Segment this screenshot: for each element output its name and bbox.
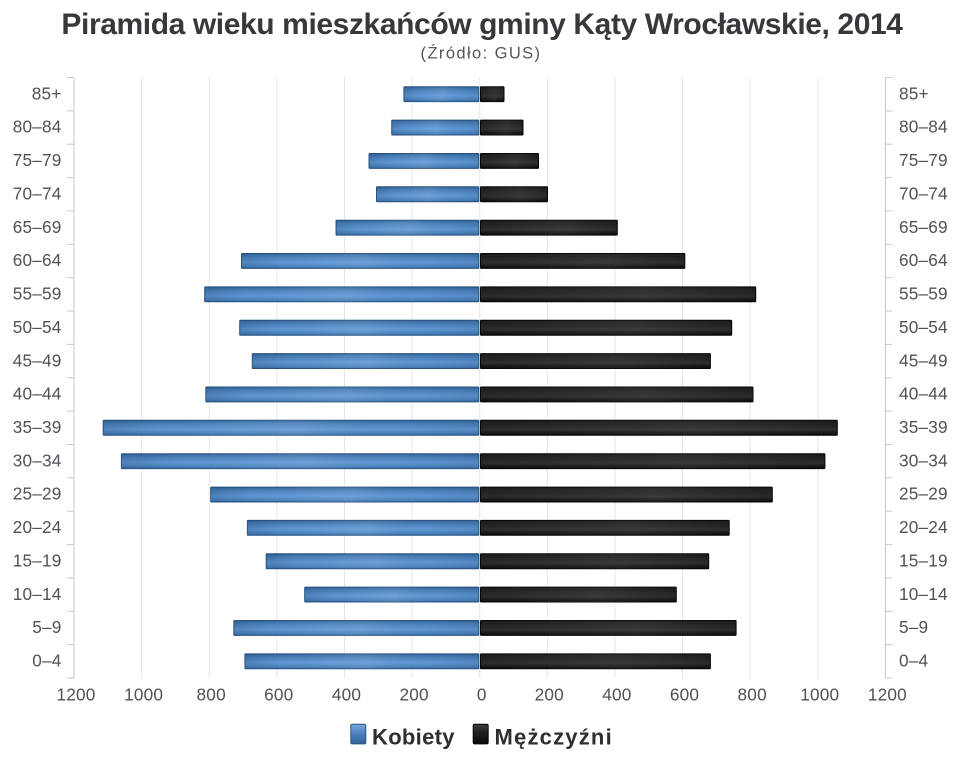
svg-text:55–59: 55–59	[13, 284, 62, 304]
svg-text:25–29: 25–29	[899, 484, 948, 504]
svg-text:30–34: 30–34	[13, 450, 62, 470]
svg-text:60–64: 60–64	[13, 250, 62, 270]
svg-text:0: 0	[477, 685, 487, 705]
svg-text:75–79: 75–79	[13, 150, 62, 170]
svg-text:80–84: 80–84	[13, 117, 62, 137]
svg-text:85+: 85+	[32, 83, 62, 103]
svg-text:1200: 1200	[868, 685, 907, 705]
svg-text:(Źródło: GUS): (Źródło: GUS)	[421, 44, 542, 63]
svg-text:10–14: 10–14	[899, 584, 948, 604]
svg-text:200: 200	[535, 685, 564, 705]
svg-text:35–39: 35–39	[899, 417, 948, 437]
svg-text:20–24: 20–24	[13, 517, 62, 537]
svg-text:10–14: 10–14	[13, 584, 62, 604]
svg-text:70–74: 70–74	[13, 184, 62, 204]
svg-text:15–19: 15–19	[13, 550, 62, 570]
svg-text:0–4: 0–4	[32, 651, 62, 671]
svg-text:40–44: 40–44	[13, 384, 62, 404]
svg-text:1000: 1000	[124, 685, 163, 705]
svg-text:400: 400	[332, 685, 361, 705]
svg-text:65–69: 65–69	[899, 217, 948, 237]
svg-text:200: 200	[399, 685, 428, 705]
svg-text:0–4: 0–4	[899, 651, 929, 671]
svg-text:800: 800	[738, 685, 767, 705]
svg-text:30–34: 30–34	[899, 450, 948, 470]
svg-text:5–9: 5–9	[899, 617, 928, 637]
svg-text:50–54: 50–54	[13, 317, 62, 337]
svg-text:25–29: 25–29	[13, 484, 62, 504]
svg-text:70–74: 70–74	[899, 184, 948, 204]
svg-text:65–69: 65–69	[13, 217, 62, 237]
svg-text:Piramida wieku mieszkańców gmi: Piramida wieku mieszkańców gminy Kąty Wr…	[61, 8, 903, 41]
svg-text:Kobiety: Kobiety	[372, 724, 455, 749]
svg-text:5–9: 5–9	[32, 617, 61, 637]
svg-text:35–39: 35–39	[13, 417, 62, 437]
svg-text:75–79: 75–79	[899, 150, 948, 170]
svg-text:45–49: 45–49	[899, 350, 948, 370]
svg-text:1200: 1200	[56, 685, 95, 705]
svg-text:600: 600	[264, 685, 293, 705]
svg-text:45–49: 45–49	[13, 350, 62, 370]
svg-text:1000: 1000	[800, 685, 839, 705]
svg-text:60–64: 60–64	[899, 250, 948, 270]
svg-text:15–19: 15–19	[899, 550, 948, 570]
svg-text:800: 800	[197, 685, 226, 705]
svg-text:40–44: 40–44	[899, 384, 948, 404]
svg-text:50–54: 50–54	[899, 317, 948, 337]
svg-text:Mężczyźni: Mężczyźni	[495, 724, 613, 749]
svg-text:85+: 85+	[899, 83, 929, 103]
svg-text:80–84: 80–84	[899, 117, 948, 137]
svg-text:20–24: 20–24	[899, 517, 948, 537]
svg-text:600: 600	[670, 685, 699, 705]
svg-text:400: 400	[602, 685, 631, 705]
svg-text:55–59: 55–59	[899, 284, 948, 304]
